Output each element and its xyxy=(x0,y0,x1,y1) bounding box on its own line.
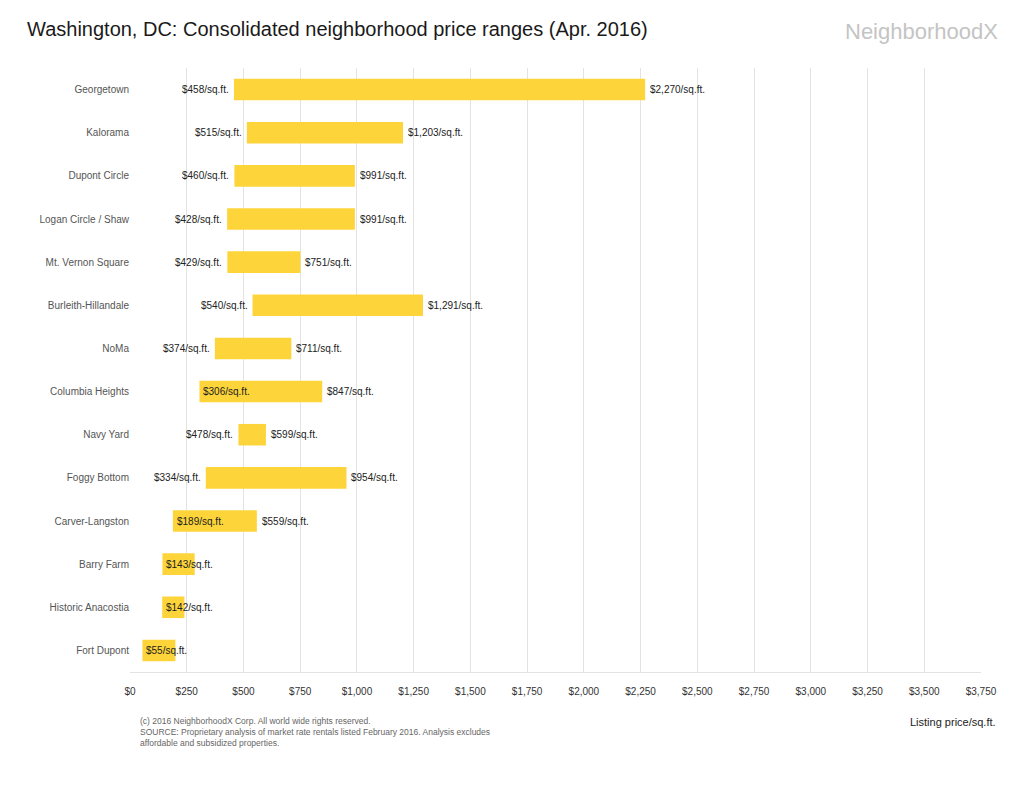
svg-text:Foggy Bottom: Foggy Bottom xyxy=(67,472,129,483)
svg-text:$991/sq.ft.: $991/sq.ft. xyxy=(360,170,407,181)
svg-text:$2,750: $2,750 xyxy=(739,686,770,697)
svg-text:$1,750: $1,750 xyxy=(512,686,543,697)
svg-text:$1,000: $1,000 xyxy=(342,686,373,697)
svg-text:Historic Anacostia: Historic Anacostia xyxy=(50,602,130,613)
svg-text:$460/sq.ft.: $460/sq.ft. xyxy=(182,170,229,181)
svg-text:$599/sq.ft.: $599/sq.ft. xyxy=(271,429,318,440)
svg-text:$306/sq.ft.: $306/sq.ft. xyxy=(203,386,250,397)
svg-text:$991/sq.ft.: $991/sq.ft. xyxy=(360,214,407,225)
svg-text:$3,250: $3,250 xyxy=(852,686,883,697)
svg-text:$2,000: $2,000 xyxy=(569,686,600,697)
svg-text:$1,500: $1,500 xyxy=(455,686,486,697)
svg-text:Mt. Vernon Square: Mt. Vernon Square xyxy=(46,257,130,268)
svg-text:Fort Dupont: Fort Dupont xyxy=(76,645,129,656)
svg-text:$55/sq.ft.: $55/sq.ft. xyxy=(146,645,187,656)
svg-text:Dupont Circle: Dupont Circle xyxy=(68,170,129,181)
svg-text:$478/sq.ft.: $478/sq.ft. xyxy=(186,429,233,440)
svg-text:Kalorama: Kalorama xyxy=(86,127,129,138)
svg-text:$711/sq.ft.: $711/sq.ft. xyxy=(296,343,342,354)
svg-text:$559/sq.ft.: $559/sq.ft. xyxy=(262,516,309,527)
svg-text:$751/sq.ft.: $751/sq.ft. xyxy=(305,257,352,268)
svg-text:NeighborhoodX: NeighborhoodX xyxy=(845,19,998,44)
svg-text:$954/sq.ft.: $954/sq.ft. xyxy=(351,472,398,483)
svg-text:NoMa: NoMa xyxy=(102,343,129,354)
svg-text:$142/sq.ft.: $142/sq.ft. xyxy=(166,602,213,613)
svg-text:$750: $750 xyxy=(289,686,312,697)
svg-text:Georgetown: Georgetown xyxy=(75,84,129,95)
svg-text:$3,500: $3,500 xyxy=(909,686,940,697)
svg-text:Navy Yard: Navy Yard xyxy=(83,429,129,440)
svg-text:(c) 2016 NeighborhoodX Corp. A: (c) 2016 NeighborhoodX Corp. All world w… xyxy=(140,716,490,748)
svg-text:$250: $250 xyxy=(176,686,199,697)
svg-text:$143/sq.ft.: $143/sq.ft. xyxy=(166,559,213,570)
svg-text:Carver-Langston: Carver-Langston xyxy=(55,516,129,527)
svg-text:$189/sq.ft.: $189/sq.ft. xyxy=(177,516,224,527)
svg-text:Washington, DC: Consolidated n: Washington, DC: Consolidated neighborhoo… xyxy=(27,18,648,40)
svg-text:$374/sq.ft.: $374/sq.ft. xyxy=(163,343,210,354)
svg-text:$540/sq.ft.: $540/sq.ft. xyxy=(201,300,248,311)
svg-text:Columbia Heights: Columbia Heights xyxy=(50,386,129,397)
svg-text:$500: $500 xyxy=(232,686,255,697)
svg-text:Barry Farm: Barry Farm xyxy=(79,559,129,570)
svg-text:$847/sq.ft.: $847/sq.ft. xyxy=(327,386,374,397)
svg-text:$1,291/sq.ft.: $1,291/sq.ft. xyxy=(428,300,483,311)
svg-text:$1,250: $1,250 xyxy=(398,686,429,697)
svg-text:$3,750: $3,750 xyxy=(966,686,997,697)
svg-text:$2,250: $2,250 xyxy=(625,686,656,697)
svg-text:$2,500: $2,500 xyxy=(682,686,713,697)
svg-text:$3,000: $3,000 xyxy=(796,686,827,697)
svg-text:$429/sq.ft.: $429/sq.ft. xyxy=(175,257,222,268)
svg-text:$334/sq.ft.: $334/sq.ft. xyxy=(154,472,201,483)
svg-text:Logan Circle / Shaw: Logan Circle / Shaw xyxy=(40,214,130,225)
svg-text:$515/sq.ft.: $515/sq.ft. xyxy=(195,127,242,138)
svg-text:$1,203/sq.ft.: $1,203/sq.ft. xyxy=(408,127,463,138)
svg-text:Burleith-Hillandale: Burleith-Hillandale xyxy=(48,300,130,311)
svg-text:$428/sq.ft.: $428/sq.ft. xyxy=(175,214,222,225)
svg-text:$2,270/sq.ft.: $2,270/sq.ft. xyxy=(650,84,705,95)
svg-text:Listing price/sq.ft.: Listing price/sq.ft. xyxy=(910,716,996,728)
svg-text:$0: $0 xyxy=(124,686,136,697)
svg-text:$458/sq.ft.: $458/sq.ft. xyxy=(182,84,229,95)
